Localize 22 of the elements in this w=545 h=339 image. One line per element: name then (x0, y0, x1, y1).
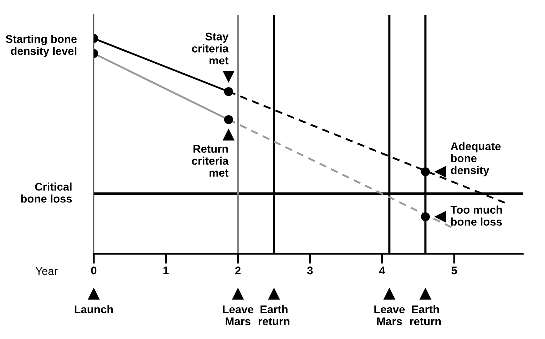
x-tick-label: 1 (164, 266, 169, 275)
x-tick-label: 4 (379, 266, 386, 275)
text: Leave Mars (223, 306, 254, 326)
text: Launch (74, 305, 114, 314)
point (224, 87, 234, 96)
annotation: Starting bone density level (6, 35, 77, 58)
ref-line-label: Critical bone loss (21, 182, 72, 203)
text: Leave Mars (374, 306, 405, 326)
annotation: Return criteria met (192, 145, 229, 177)
x-tick-label: 5 (452, 266, 458, 275)
text: Earth return (258, 305, 290, 326)
x-tick-label: 3 (307, 266, 313, 275)
annotation: Too much bone loss (450, 206, 502, 226)
annotation: Stay criteria met (192, 32, 229, 65)
annotation: Adequate bone density (450, 142, 501, 177)
text: Earth return (410, 305, 442, 326)
x-tick-label: 0 (91, 266, 97, 275)
point (421, 212, 430, 222)
point (224, 115, 234, 124)
x-tick-label: 2 (236, 266, 241, 275)
x-axis-title: Year (36, 268, 58, 276)
point (421, 167, 430, 176)
